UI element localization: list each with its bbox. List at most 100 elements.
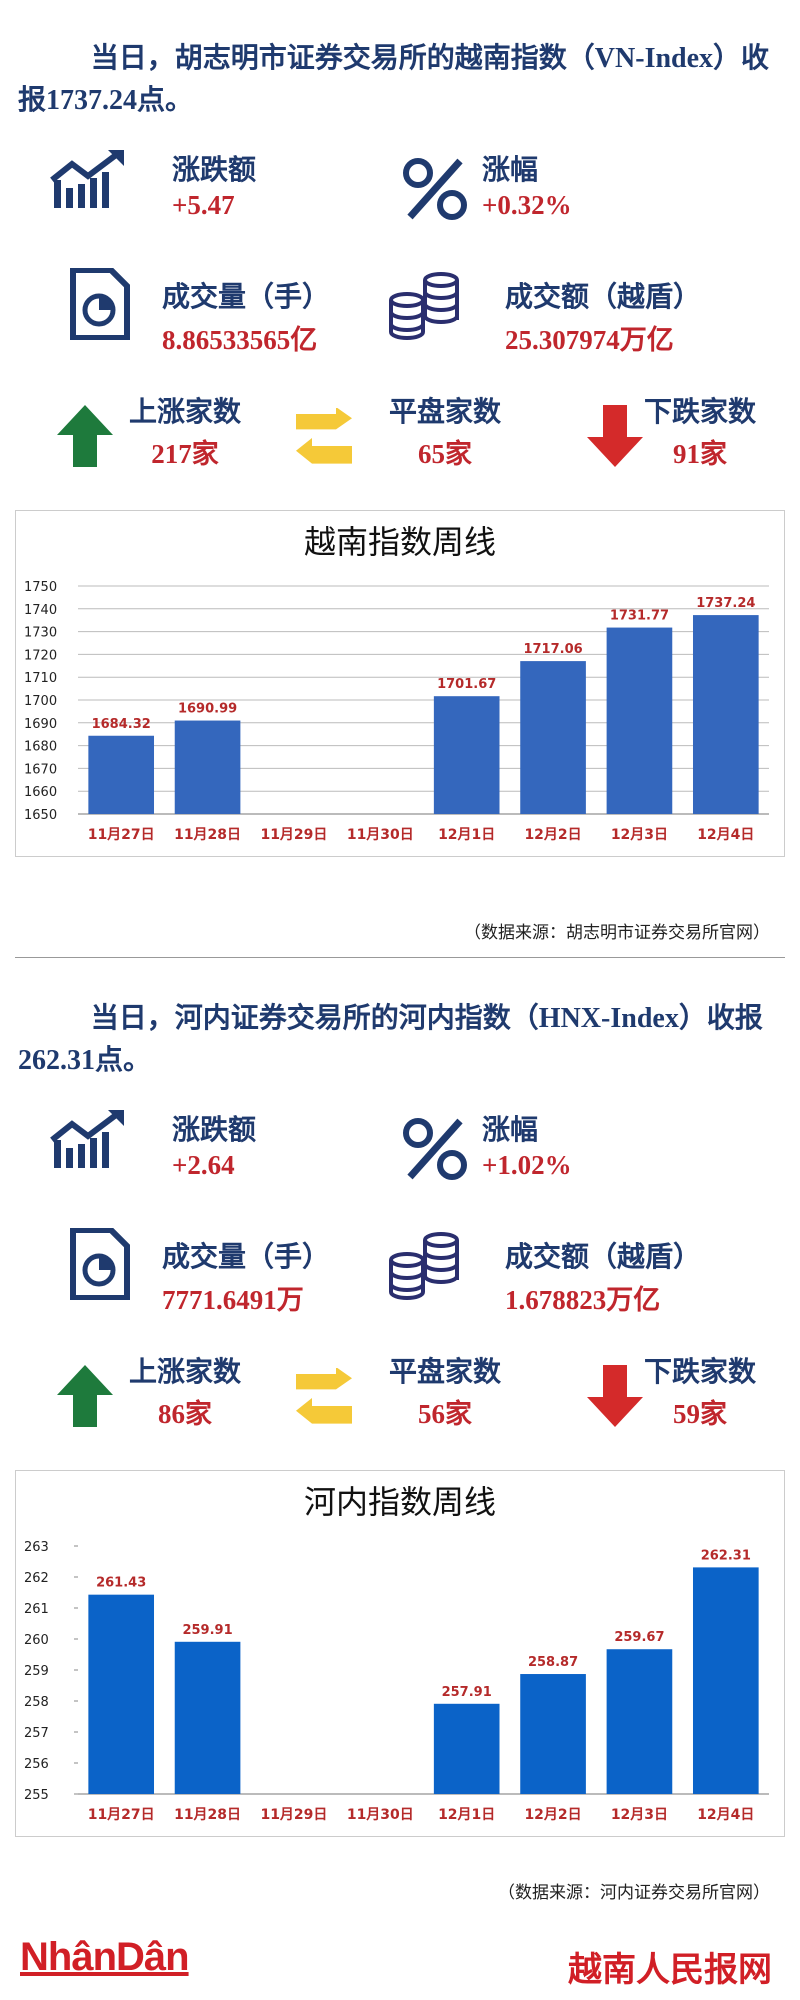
source: （数据来源：胡志明市证券交易所官网） (464, 923, 770, 943)
stat-label: 涨跌额 (172, 155, 257, 186)
value-label: 1717.06 (523, 642, 582, 657)
x-tick-label: 12月1日 (438, 827, 495, 843)
stat-icon (70, 1228, 130, 1300)
stat-label: 涨跌额 (172, 1115, 257, 1146)
x-tick-label: 11月30日 (347, 827, 414, 843)
stat-value: +1.02% (482, 1150, 572, 1180)
x-tick-label: 12月1日 (438, 1807, 495, 1823)
y-tick-label: 1710 (24, 671, 57, 686)
headline: 当日，河内证券交易所的河内指数（HNX-Index）收报262.31点。 (18, 1003, 763, 1076)
stat-icon (50, 1110, 124, 1168)
stat-value: 91家 (673, 439, 727, 469)
x-tick-label: 11月29日 (260, 1807, 327, 1823)
stat-label: 平盘家数 (388, 1357, 501, 1388)
stat-icon (57, 405, 113, 467)
stat-icon (389, 272, 459, 340)
y-tick-label: 259 (24, 1664, 49, 1679)
stat-label: 平盘家数 (388, 397, 501, 428)
y-tick-label: 256 (24, 1757, 49, 1772)
x-tick-label: 12月4日 (697, 827, 754, 843)
stat-value: +5.47 (172, 190, 235, 220)
y-tick-label: 261 (24, 1602, 49, 1617)
stat-icon (389, 1232, 459, 1300)
stat-label: 涨幅 (482, 1115, 539, 1146)
bar (520, 661, 586, 814)
stat-icon (403, 1118, 467, 1180)
stat-icon (296, 408, 352, 464)
y-tick-label: 1680 (24, 740, 57, 755)
chart-title: 河内指数周线 (304, 1483, 496, 1521)
bar (606, 627, 673, 814)
stat-label: 成交额（越盾） (505, 1242, 702, 1273)
stat-value: 1.678823万亿 (505, 1285, 661, 1315)
stat-label: 上涨家数 (128, 1357, 241, 1388)
value-label: 1690.99 (178, 702, 237, 717)
y-tick-label: 255 (24, 1788, 49, 1803)
value-label: 1701.67 (437, 677, 496, 692)
stat-value: 59家 (673, 1399, 727, 1429)
chart: 河内指数周线 255 256 257 258 259 260 261 262 263 11月27日 2… (15, 1470, 785, 1837)
bar (88, 735, 155, 814)
bar (692, 615, 759, 814)
bar (433, 696, 500, 814)
y-tick-label: 1720 (24, 648, 57, 663)
y-tick-label: 1660 (24, 785, 57, 800)
chart: 越南指数周线 1650 1660 1670 1680 1690 1700 1710 1720 17… (15, 510, 785, 857)
stat-icon (57, 1365, 113, 1427)
y-tick-label: 262 (24, 1571, 49, 1586)
bar (174, 720, 241, 814)
x-tick-label: 11月27日 (88, 827, 155, 843)
stat-label: 下跌家数 (643, 397, 756, 428)
x-tick-label: 11月30日 (347, 1807, 414, 1823)
stat-value: 56家 (418, 1399, 472, 1429)
y-tick-label: 1750 (24, 580, 57, 595)
value-label: 1731.77 (610, 609, 669, 624)
stat-icon (296, 1368, 352, 1424)
stat-value: +0.32% (482, 190, 572, 220)
stat-value: 217家 (151, 439, 219, 469)
x-tick-label: 11月27日 (88, 1807, 155, 1823)
bar (692, 1567, 759, 1794)
x-tick-label: 12月2日 (524, 1807, 581, 1823)
stat-value: 65家 (418, 439, 472, 469)
bar (174, 1641, 241, 1794)
value-label: 1737.24 (696, 596, 755, 611)
brand: 越南人民报网 (568, 1952, 772, 1989)
y-tick-label: 258 (24, 1695, 49, 1710)
y-tick-label: 1650 (24, 808, 57, 823)
value-label: 262.31 (701, 1548, 751, 1563)
x-tick-label: 12月2日 (524, 827, 581, 843)
y-tick-label: 1700 (24, 694, 57, 709)
stat-value: 8.86533565亿 (162, 325, 318, 355)
y-tick-label: 260 (24, 1633, 49, 1648)
logo: NhânDân (20, 1935, 190, 1979)
bar (433, 1703, 500, 1794)
y-tick-label: 257 (24, 1726, 49, 1741)
stat-icon (70, 268, 130, 340)
y-tick-label: 1690 (24, 717, 57, 732)
x-tick-label: 12月4日 (697, 1807, 754, 1823)
bar (520, 1674, 586, 1794)
y-tick-label: 1740 (24, 603, 57, 618)
stat-icon (587, 405, 643, 467)
value-label: 257.91 (442, 1685, 492, 1700)
x-tick-label: 11月28日 (174, 827, 241, 843)
value-label: 258.87 (528, 1655, 578, 1670)
source: （数据来源：河内证券交易所官网） (498, 1883, 770, 1903)
stat-label: 涨幅 (482, 155, 539, 186)
bar (606, 1649, 673, 1794)
stat-label: 上涨家数 (128, 397, 241, 428)
stat-label: 成交额（越盾） (505, 282, 702, 313)
y-tick-label: 263 (24, 1540, 49, 1555)
stat-value: +2.64 (172, 1150, 235, 1180)
y-tick-label: 1730 (24, 626, 57, 641)
divider (15, 957, 785, 958)
chart-title: 越南指数周线 (304, 523, 496, 561)
headline: 当日，胡志明市证券交易所的越南指数（VN-Index）收报1737.24点。 (18, 43, 770, 116)
stat-icon (50, 150, 124, 208)
stat-value: 7771.6491万 (162, 1285, 304, 1315)
stat-label: 成交量（手） (162, 282, 331, 313)
x-tick-label: 12月3日 (611, 827, 668, 843)
stat-icon (587, 1365, 643, 1427)
